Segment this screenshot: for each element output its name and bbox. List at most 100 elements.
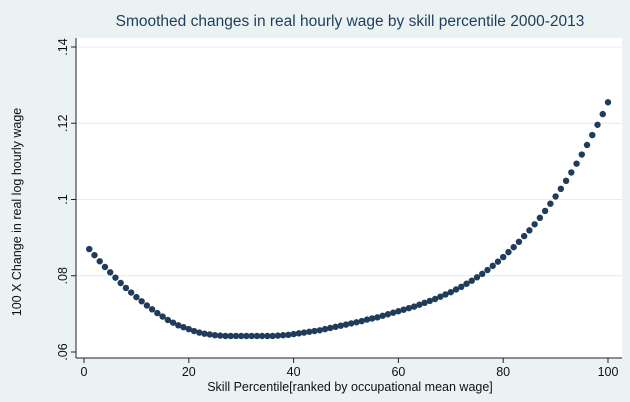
data-point <box>594 121 601 128</box>
data-point <box>421 299 428 307</box>
plot-area <box>76 38 622 358</box>
data-point <box>279 332 287 339</box>
data-points <box>86 99 612 340</box>
data-point <box>536 214 544 221</box>
data-point <box>562 177 570 185</box>
data-point <box>374 314 381 321</box>
data-point <box>410 303 418 310</box>
axes <box>75 38 622 359</box>
data-point <box>86 245 93 253</box>
data-point <box>196 329 203 336</box>
data-point <box>264 332 271 340</box>
data-point <box>526 227 533 234</box>
data-point <box>148 306 156 313</box>
data-point <box>541 207 549 215</box>
chart-title: Smoothed changes in real hourly wage by … <box>115 13 585 30</box>
data-point <box>379 312 386 319</box>
data-point <box>143 302 151 309</box>
data-point <box>285 331 292 339</box>
data-point <box>437 293 444 300</box>
x-tick-labels: 0 20 40 60 80 100 <box>81 358 619 379</box>
data-point <box>101 263 109 271</box>
data-point <box>358 317 365 325</box>
data-point <box>342 321 350 328</box>
x-tick-label: 40 <box>287 365 301 379</box>
data-point <box>258 332 266 340</box>
data-point <box>248 332 255 340</box>
data-point <box>290 330 297 338</box>
data-point <box>348 320 355 327</box>
y-tick-labels: .06 .08 .1 .12 .14 <box>56 38 76 361</box>
x-tick-label: 100 <box>598 365 619 379</box>
data-point <box>117 279 124 287</box>
data-point <box>510 243 517 251</box>
data-point <box>442 291 449 298</box>
data-point <box>426 297 434 305</box>
data-point <box>222 332 229 340</box>
data-point <box>316 327 323 334</box>
data-point <box>389 309 397 316</box>
data-point <box>568 169 575 176</box>
x-tick-label: 60 <box>391 365 405 379</box>
x-axis-label: Skill Percentile[ranked by occupational … <box>207 380 493 394</box>
data-point <box>127 289 135 296</box>
data-point <box>238 332 245 340</box>
data-point <box>274 332 282 339</box>
data-point <box>295 330 303 337</box>
data-point <box>169 319 177 326</box>
data-point <box>405 304 413 312</box>
data-point <box>107 269 114 276</box>
data-point <box>458 283 465 291</box>
data-point <box>369 315 376 322</box>
data-point <box>573 160 580 167</box>
y-axis-label: 100 X Change in real log hourly wage <box>10 107 24 317</box>
data-point <box>520 232 528 240</box>
data-point <box>452 286 460 293</box>
data-point <box>484 266 491 274</box>
data-point <box>431 295 439 303</box>
x-tick-label: 20 <box>182 365 196 379</box>
data-point <box>164 316 172 324</box>
data-point <box>604 99 612 106</box>
data-point <box>232 332 240 340</box>
data-point <box>473 274 481 281</box>
data-point <box>201 330 208 337</box>
data-point <box>500 253 507 261</box>
data-point <box>96 258 103 265</box>
data-point <box>531 221 538 228</box>
data-point <box>206 331 213 338</box>
data-point <box>353 319 360 326</box>
data-point <box>91 251 98 259</box>
data-point <box>306 328 313 335</box>
data-point <box>515 238 523 246</box>
x-tick-label: 80 <box>496 365 510 379</box>
data-point <box>154 309 161 317</box>
data-point <box>159 313 166 320</box>
y-tick-label: .08 <box>56 267 70 284</box>
data-point <box>180 324 187 331</box>
data-point <box>416 301 423 308</box>
data-point <box>363 316 371 323</box>
x-tick-label: 0 <box>81 365 88 379</box>
data-point <box>395 308 402 315</box>
data-point <box>599 110 606 118</box>
data-point <box>217 332 224 339</box>
data-point <box>578 151 585 158</box>
y-tick-label: .14 <box>56 38 70 55</box>
data-point <box>494 258 502 265</box>
data-point <box>211 332 219 339</box>
data-point <box>583 141 591 149</box>
data-point <box>479 270 486 278</box>
data-point <box>133 293 140 301</box>
data-point <box>327 324 334 332</box>
data-point <box>557 185 565 193</box>
y-tick-label: .1 <box>56 194 70 204</box>
data-point <box>447 288 454 296</box>
data-point <box>300 329 308 336</box>
y-tick-label: .12 <box>56 115 70 132</box>
data-point <box>243 332 250 340</box>
data-point <box>489 262 496 270</box>
data-point <box>321 325 329 333</box>
